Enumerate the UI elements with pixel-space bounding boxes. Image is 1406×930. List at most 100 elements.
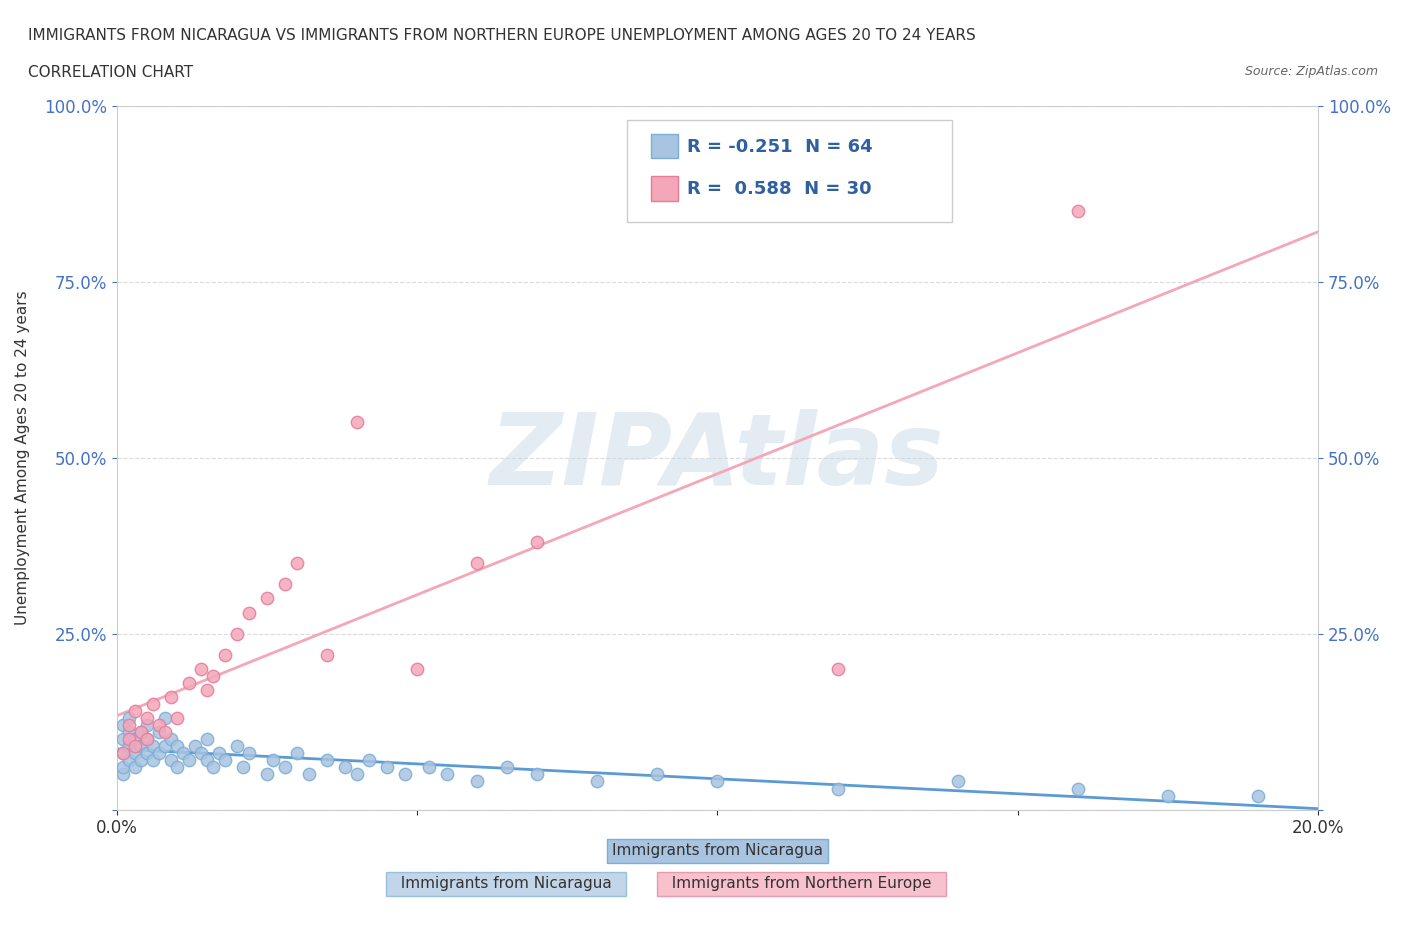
Point bbox=[124, 704, 146, 719]
Point bbox=[285, 746, 308, 761]
Point bbox=[357, 753, 380, 768]
Point bbox=[262, 753, 284, 768]
Point bbox=[375, 760, 398, 775]
Point bbox=[148, 724, 170, 739]
Point bbox=[316, 647, 339, 662]
Point bbox=[406, 661, 429, 676]
FancyBboxPatch shape bbox=[651, 134, 678, 158]
Point bbox=[111, 760, 134, 775]
Point bbox=[148, 746, 170, 761]
Point bbox=[333, 760, 356, 775]
Point bbox=[117, 732, 139, 747]
Point bbox=[346, 767, 368, 782]
Point bbox=[177, 753, 200, 768]
Point bbox=[135, 718, 157, 733]
Point bbox=[238, 605, 260, 620]
Point bbox=[153, 711, 176, 725]
Point bbox=[183, 738, 205, 753]
Point bbox=[124, 738, 146, 753]
Point bbox=[129, 738, 152, 753]
Point bbox=[111, 732, 134, 747]
Point bbox=[1067, 781, 1090, 796]
Point bbox=[159, 732, 181, 747]
Point bbox=[647, 767, 669, 782]
Point bbox=[129, 753, 152, 768]
Point bbox=[827, 781, 849, 796]
Text: CORRELATION CHART: CORRELATION CHART bbox=[28, 65, 193, 80]
Point bbox=[195, 683, 218, 698]
Point bbox=[256, 591, 278, 606]
Text: IMMIGRANTS FROM NICARAGUA VS IMMIGRANTS FROM NORTHERN EUROPE UNEMPLOYMENT AMONG : IMMIGRANTS FROM NICARAGUA VS IMMIGRANTS … bbox=[28, 28, 976, 43]
Point bbox=[142, 697, 165, 711]
Point bbox=[285, 556, 308, 571]
Point bbox=[190, 661, 212, 676]
Text: R =  0.588  N = 30: R = 0.588 N = 30 bbox=[688, 179, 872, 198]
Point bbox=[124, 732, 146, 747]
Point bbox=[1157, 788, 1180, 803]
Point bbox=[225, 738, 247, 753]
Point bbox=[436, 767, 458, 782]
Point bbox=[142, 753, 165, 768]
Point bbox=[238, 746, 260, 761]
Point bbox=[706, 774, 728, 789]
Point bbox=[177, 675, 200, 690]
Point bbox=[129, 724, 152, 739]
Point bbox=[142, 738, 165, 753]
Point bbox=[201, 669, 224, 684]
Text: ZIPAtlas: ZIPAtlas bbox=[491, 409, 945, 506]
Point bbox=[166, 760, 188, 775]
Point bbox=[394, 767, 416, 782]
Point bbox=[1247, 788, 1270, 803]
Point bbox=[225, 626, 247, 641]
Point bbox=[274, 760, 297, 775]
Point bbox=[232, 760, 254, 775]
Point bbox=[166, 711, 188, 725]
Text: Immigrants from Nicaragua: Immigrants from Nicaragua bbox=[612, 844, 823, 858]
Point bbox=[418, 760, 440, 775]
Point bbox=[111, 746, 134, 761]
Point bbox=[827, 661, 849, 676]
Point bbox=[159, 753, 181, 768]
Point bbox=[298, 767, 321, 782]
Text: Immigrants from Northern Europe: Immigrants from Northern Europe bbox=[662, 876, 941, 891]
Point bbox=[190, 746, 212, 761]
FancyBboxPatch shape bbox=[627, 120, 952, 222]
Point bbox=[135, 732, 157, 747]
Point bbox=[214, 647, 236, 662]
Point bbox=[124, 760, 146, 775]
Point bbox=[256, 767, 278, 782]
Point bbox=[465, 556, 488, 571]
Text: R = -0.251  N = 64: R = -0.251 N = 64 bbox=[688, 138, 873, 155]
Text: Source: ZipAtlas.com: Source: ZipAtlas.com bbox=[1244, 65, 1378, 78]
Point bbox=[274, 577, 297, 591]
Point bbox=[346, 415, 368, 430]
Point bbox=[135, 711, 157, 725]
FancyBboxPatch shape bbox=[651, 176, 678, 201]
Point bbox=[117, 753, 139, 768]
Point bbox=[117, 738, 139, 753]
Point bbox=[496, 760, 519, 775]
Point bbox=[586, 774, 609, 789]
Point bbox=[117, 718, 139, 733]
Point bbox=[111, 718, 134, 733]
Point bbox=[526, 767, 548, 782]
Point bbox=[111, 746, 134, 761]
Y-axis label: Unemployment Among Ages 20 to 24 years: Unemployment Among Ages 20 to 24 years bbox=[15, 290, 30, 625]
Point bbox=[111, 767, 134, 782]
Point bbox=[135, 746, 157, 761]
Point bbox=[172, 746, 194, 761]
Point bbox=[117, 724, 139, 739]
Point bbox=[465, 774, 488, 789]
Point bbox=[153, 724, 176, 739]
Point bbox=[946, 774, 969, 789]
Text: Immigrants from Nicaragua: Immigrants from Nicaragua bbox=[391, 876, 621, 891]
Point bbox=[148, 718, 170, 733]
Point bbox=[195, 732, 218, 747]
Point bbox=[214, 753, 236, 768]
Point bbox=[166, 738, 188, 753]
Point bbox=[526, 535, 548, 550]
Point bbox=[117, 711, 139, 725]
Point bbox=[124, 746, 146, 761]
Point bbox=[208, 746, 231, 761]
Point bbox=[1067, 204, 1090, 219]
